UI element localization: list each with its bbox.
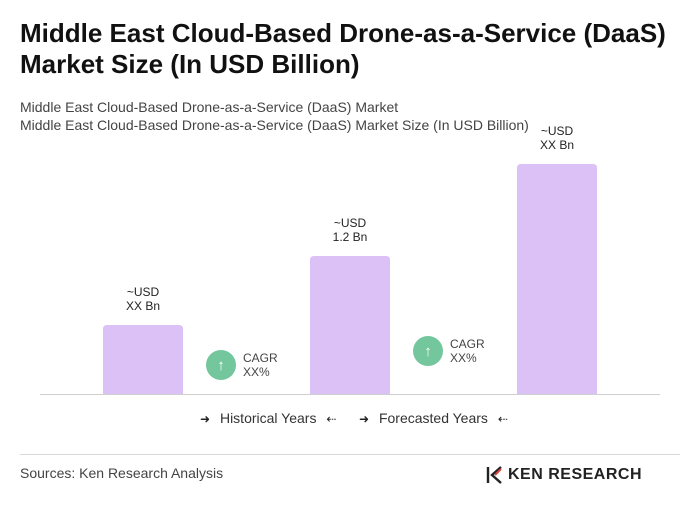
bar-value-prefix: ~USD — [540, 124, 574, 138]
cagr-text: CAGR XX% — [243, 351, 278, 379]
cagr-value: XX% — [243, 365, 270, 379]
arrow-right-icon: ➜ — [359, 412, 370, 426]
page-title: Middle East Cloud-Based Drone-as-a-Servi… — [20, 18, 666, 79]
bar-value-label-1: ~USD XX Bn — [83, 285, 203, 313]
bar-3 — [517, 164, 597, 394]
bar-value-prefix: ~USD — [333, 216, 367, 230]
ken-research-logo-icon — [486, 466, 502, 484]
cagr-value: XX% — [450, 351, 477, 365]
bar-2 — [310, 256, 390, 394]
legend-historical: ➜ Historical Years ⇠ — [200, 410, 336, 427]
sources-text: Sources: Ken Research Analysis — [20, 465, 224, 481]
cagr-text: CAGR XX% — [450, 337, 485, 365]
cagr-label: CAGR — [450, 337, 485, 351]
legend-forecasted: ➜ Forecasted Years ⇠ — [359, 410, 508, 427]
chart-subtitle: Middle East Cloud-Based Drone-as-a-Servi… — [20, 98, 680, 134]
arrow-left-icon: ⇠ — [326, 412, 337, 426]
arrow-up-icon: ↑ — [206, 350, 236, 380]
arrow-right-icon: ➜ — [200, 412, 211, 426]
bar-value-amount: 1.2 Bn — [332, 230, 368, 244]
arrow-left-icon: ⇠ — [497, 412, 508, 426]
bar-value-prefix: ~USD — [126, 285, 160, 299]
bar-value-label-3: ~USD XX Bn — [497, 124, 617, 152]
subtitle-line-1: Middle East Cloud-Based Drone-as-a-Servi… — [20, 99, 399, 115]
subtitle-line-2: Middle East Cloud-Based Drone-as-a-Servi… — [20, 117, 529, 133]
bar-value-label-2: ~USD 1.2 Bn — [290, 216, 410, 244]
bar-value-amount: XX Bn — [539, 138, 575, 152]
brand-name: KEN RESEARCH — [508, 466, 643, 483]
arrow-up-icon: ↑ — [413, 336, 443, 366]
cagr-label: CAGR — [243, 351, 278, 365]
bar-1 — [103, 325, 183, 394]
legend-forecasted-label: Forecasted Years — [378, 410, 488, 426]
bar-value-amount: XX Bn — [125, 299, 161, 313]
brand-logo: KEN RESEARCH — [486, 464, 642, 486]
footer-divider — [20, 454, 680, 455]
legend-historical-label: Historical Years — [219, 410, 317, 426]
